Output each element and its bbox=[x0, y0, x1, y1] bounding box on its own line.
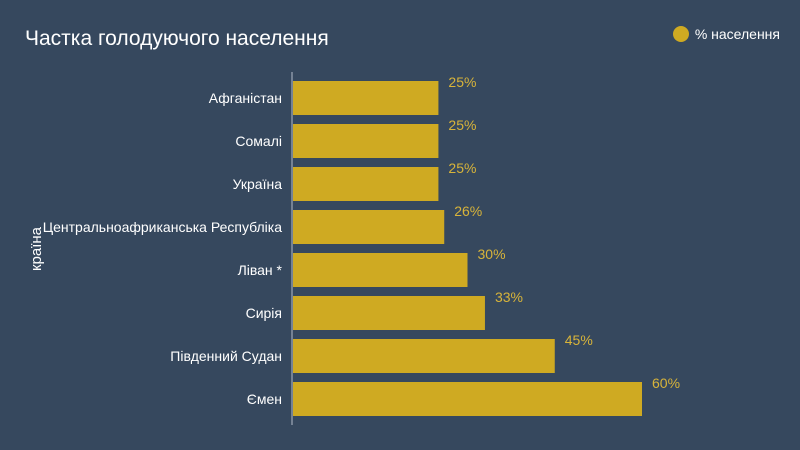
bars-layer: Афганістан 25% Сомалі 25% Україна 25% Централь… bbox=[43, 74, 680, 416]
y-tick-label: Афганістан bbox=[209, 90, 282, 106]
data-label: 33% bbox=[495, 289, 523, 305]
legend-label: % населення bbox=[694, 26, 780, 42]
data-label: 25% bbox=[448, 74, 476, 90]
legend-swatch bbox=[672, 26, 689, 42]
bar bbox=[293, 339, 555, 373]
y-tick-label: Центральноафриканська Республіка bbox=[43, 219, 282, 235]
data-label: 60% bbox=[652, 375, 680, 391]
y-tick-label: Сирія bbox=[246, 305, 282, 321]
bar bbox=[293, 124, 439, 158]
data-label: 25% bbox=[448, 117, 476, 133]
legend: % населення bbox=[672, 26, 780, 42]
y-tick-label: Південний Судан bbox=[170, 348, 282, 364]
bar bbox=[293, 167, 439, 201]
bar bbox=[293, 210, 445, 244]
y-tick-label: Україна bbox=[233, 176, 283, 192]
y-tick-label: Ємен bbox=[247, 391, 282, 407]
chart-title: Частка голодуючого населення bbox=[25, 27, 329, 50]
y-tick-label: Сомалі bbox=[235, 133, 282, 149]
data-label: 30% bbox=[478, 246, 506, 262]
y-tick-label: Ліван * bbox=[238, 262, 283, 278]
bar bbox=[293, 296, 485, 330]
data-label: 26% bbox=[454, 203, 482, 219]
bar bbox=[293, 253, 468, 287]
data-label: 25% bbox=[448, 160, 476, 176]
data-label: 45% bbox=[565, 332, 593, 348]
y-axis-title: країна bbox=[28, 226, 45, 271]
bar bbox=[293, 81, 439, 115]
bar bbox=[293, 382, 642, 416]
